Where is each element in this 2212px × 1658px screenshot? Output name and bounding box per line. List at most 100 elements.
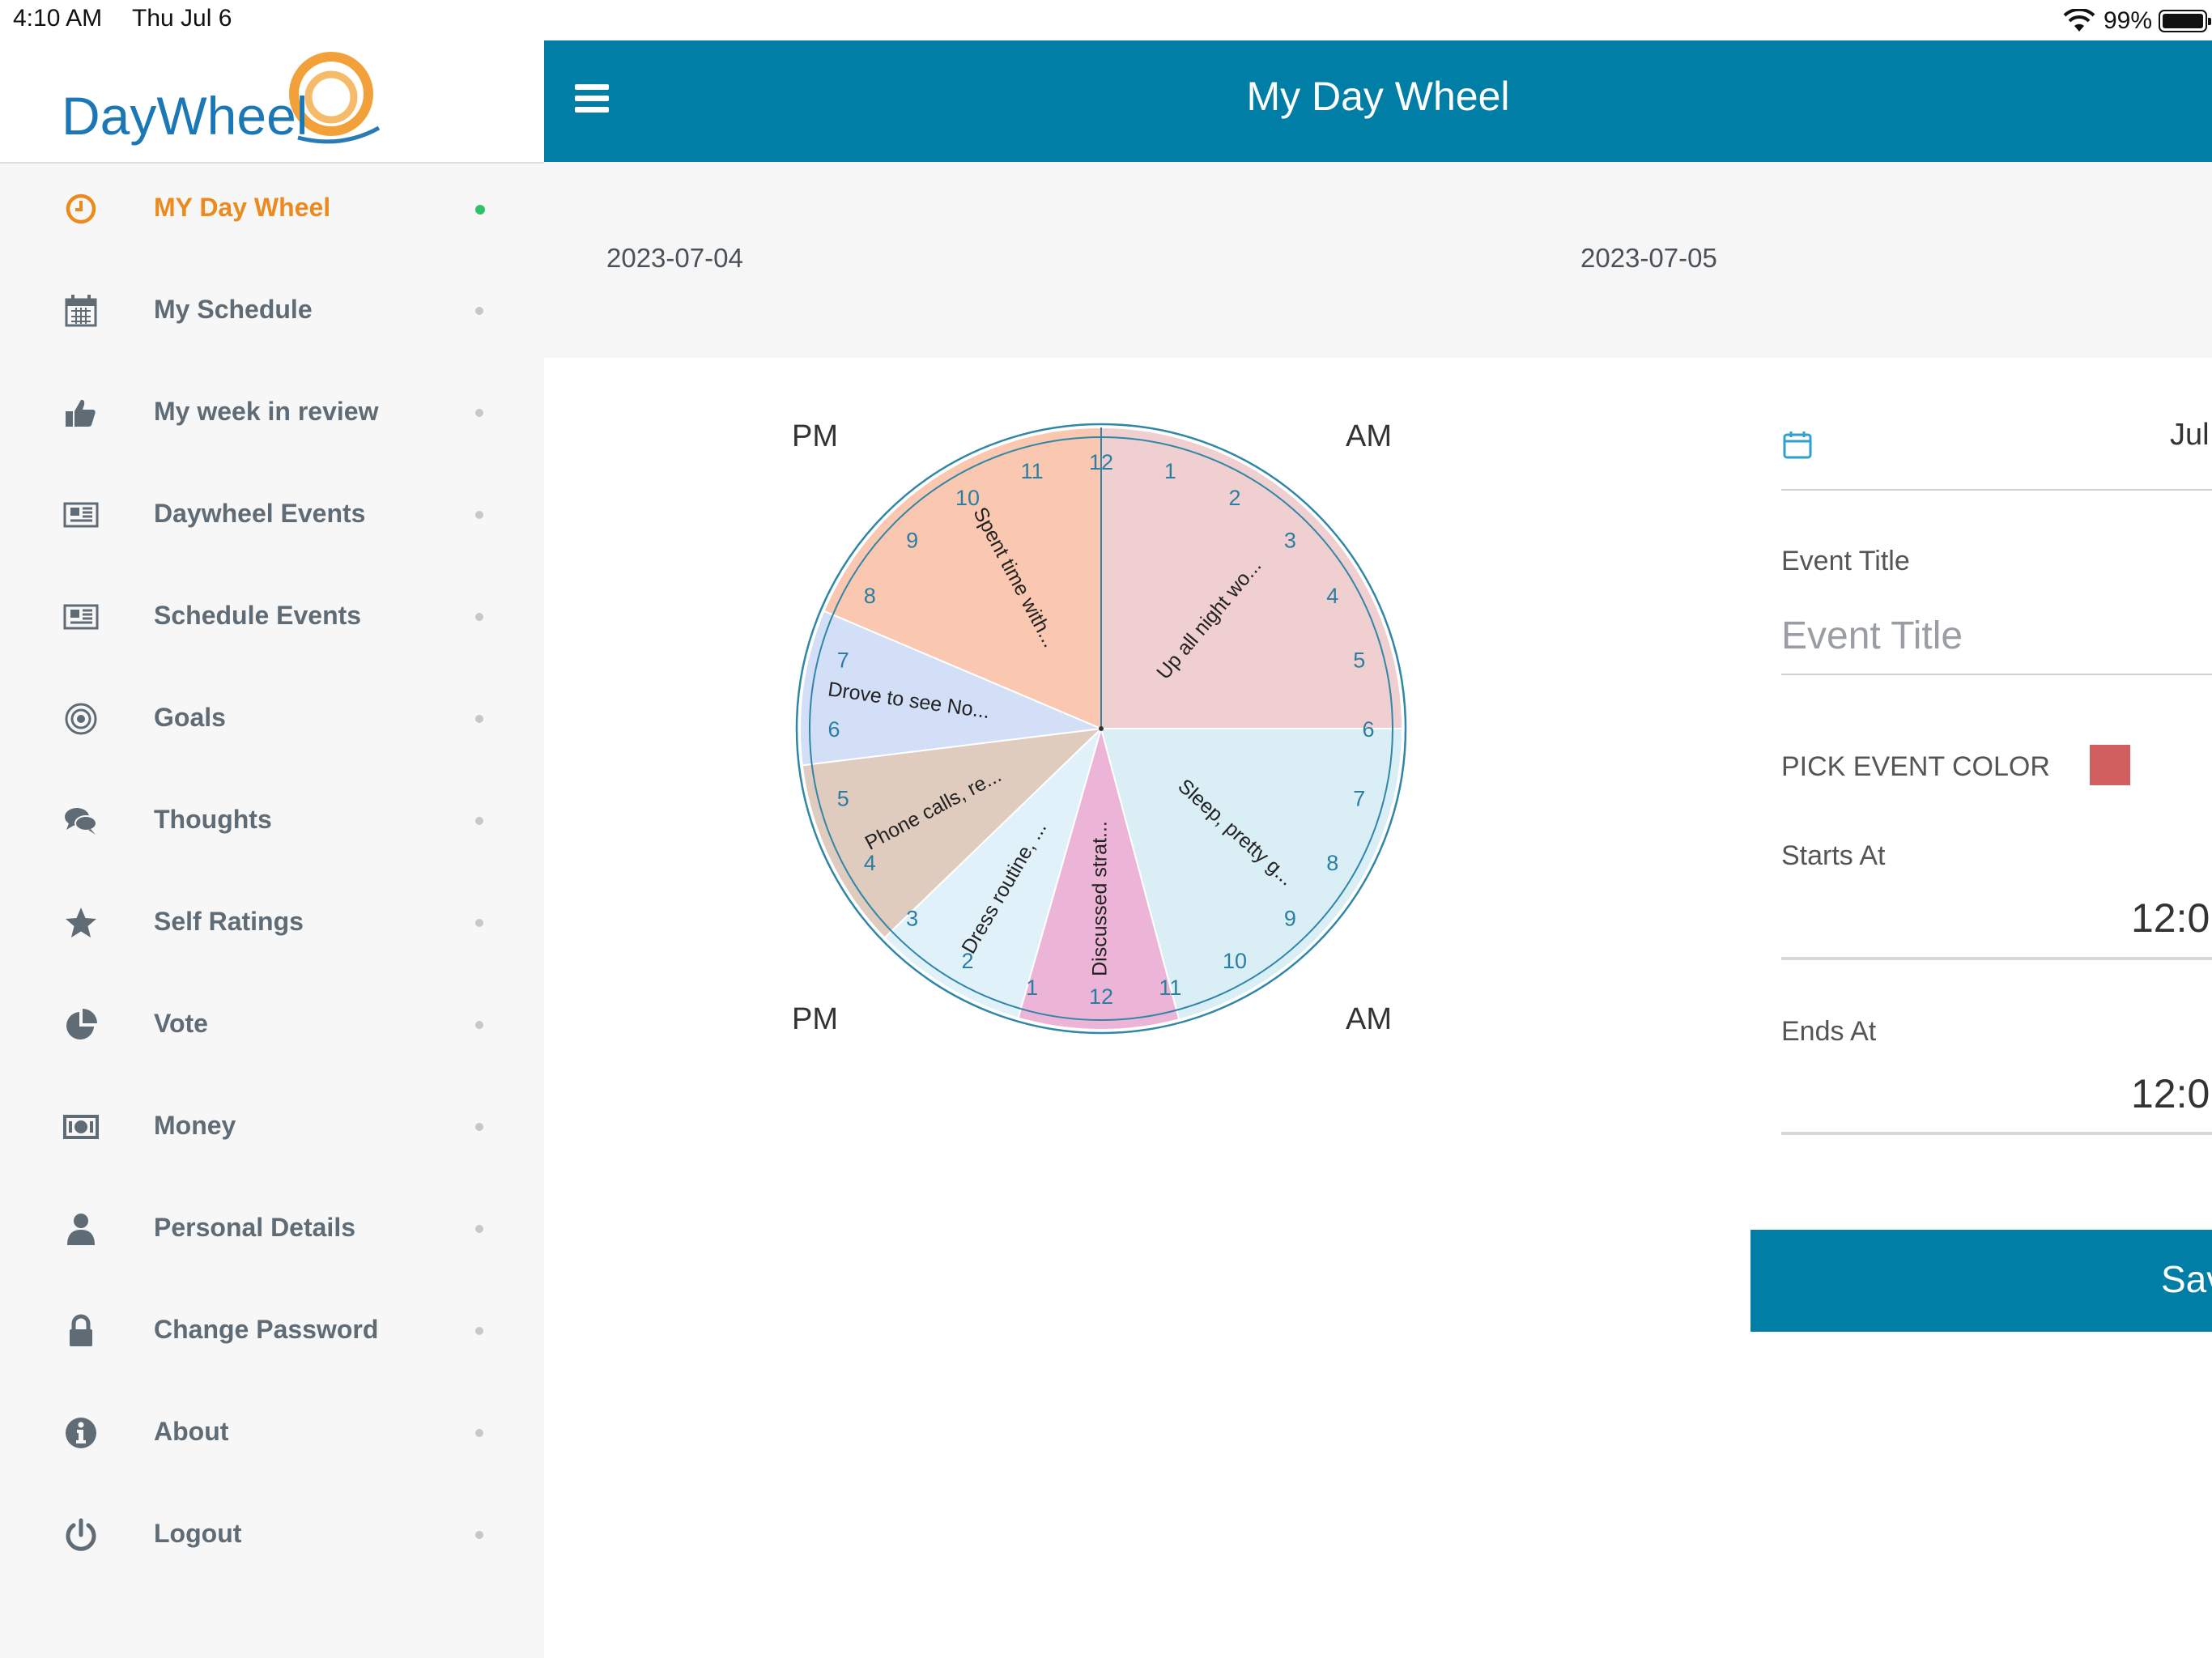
sidebar-item-label: Goals — [154, 703, 226, 732]
wheel-hour-pm: 6 — [827, 717, 840, 742]
pick-color-label: PICK EVENT COLOR — [1781, 751, 2050, 782]
day-wheel: PM AM PM AM 12 1 2 3 4 5 6 7 8 9 10 11 12 1 2 3 4 5 6 7 8 9 10… — [769, 389, 1433, 1069]
sidebar-item-label: Vote — [154, 1009, 208, 1038]
status-time: 4:10 AM — [13, 5, 103, 32]
wheel-hour-am: 8 — [1326, 851, 1338, 875]
clock-icon — [60, 190, 102, 227]
brand-header: DayWheel — [0, 40, 544, 164]
sidebar-item-change-password[interactable]: Change Password — [0, 1286, 544, 1375]
status-bar: 4:10 AM Thu Jul 6 99% — [0, 0, 2212, 40]
sidebar: DayWheel MY Day Wheel My Schedule My wee… — [0, 40, 544, 1658]
divider — [1781, 957, 2212, 960]
sidebar-item-label: Daywheel Events — [154, 499, 366, 528]
lock-icon — [60, 1312, 102, 1350]
sidebar-item-label: Self Ratings — [154, 907, 304, 936]
ends-at-value[interactable]: 12:0 — [2131, 1071, 2210, 1116]
starts-at-label: Starts At — [1781, 840, 1886, 871]
wheel-segment — [1100, 728, 1404, 1021]
wheel-hour-pm: 1 — [1026, 976, 1038, 1000]
wheel-center-dot — [1099, 726, 1104, 731]
sidebar-item-goals[interactable]: Goals — [0, 674, 544, 763]
wheel-hour-am: 2 — [1228, 486, 1240, 510]
event-form: Jul Event Title PICK EVENT COLOR Starts … — [1781, 405, 2212, 1376]
wheel-hour-am: 1 — [1164, 459, 1176, 483]
sidebar-item-vote[interactable]: Vote — [0, 980, 544, 1069]
sidebar-item-label: Schedule Events — [154, 601, 362, 630]
wheel-hour-am: 3 — [1284, 529, 1296, 553]
nav-dot — [475, 1021, 483, 1029]
event-color-swatch[interactable] — [2090, 745, 2130, 785]
wheel-hour-am: 9 — [1284, 906, 1296, 930]
star-icon — [60, 904, 102, 942]
event-title-label: Event Title — [1781, 546, 1910, 576]
sidebar-item-self-ratings[interactable]: Self Ratings — [0, 878, 544, 967]
active-indicator — [475, 205, 485, 215]
wifi-icon — [2063, 9, 2095, 32]
sidebar-item-logout[interactable]: Logout — [0, 1490, 544, 1579]
wheel-hour-am: 12 — [1089, 450, 1113, 474]
wheel-segment — [823, 426, 1102, 730]
pm-label-top: PM — [792, 419, 838, 453]
wheel-hour-pm: 11 — [1021, 459, 1044, 483]
date-tabs: 2023-07-04 2023-07-05 — [544, 162, 2212, 358]
sidebar-item-my-day-wheel[interactable]: MY Day Wheel — [0, 164, 544, 253]
date-tab-previous[interactable]: 2023-07-04 — [606, 243, 743, 273]
sidebar-item-label: Money — [154, 1111, 236, 1140]
sidebar-item-about[interactable]: About — [0, 1388, 544, 1477]
user-icon — [60, 1210, 102, 1248]
power-icon — [60, 1516, 102, 1554]
wheel-segment — [1100, 426, 1404, 729]
sidebar-item-label: My week in review — [154, 397, 379, 426]
event-date-value[interactable]: Jul — [2170, 418, 2210, 452]
daywheel-logo[interactable]: DayWheel — [62, 47, 385, 160]
nav-dot — [475, 409, 483, 417]
sidebar-item-personal-details[interactable]: Personal Details — [0, 1184, 544, 1273]
sidebar-item-schedule-events[interactable]: Schedule Events — [0, 572, 544, 661]
starts-at-value[interactable]: 12:0 — [2131, 895, 2210, 941]
sidebar-item-label: Thoughts — [154, 805, 272, 834]
hamburger-menu-icon[interactable] — [572, 78, 617, 123]
sidebar-item-my-week-in-review[interactable]: My week in review — [0, 368, 544, 457]
wheel-outer-ring — [795, 423, 1407, 1035]
sidebar-item-thoughts[interactable]: Thoughts — [0, 776, 544, 865]
sidebar-item-label: Change Password — [154, 1315, 379, 1344]
wheel-hour-pm: 4 — [864, 851, 876, 875]
sidebar-item-daywheel-events[interactable]: Daywheel Events — [0, 470, 544, 559]
wheel-hour-pm: 10 — [955, 486, 980, 510]
calendar-icon — [60, 292, 102, 329]
calendar-icon[interactable] — [1781, 429, 1814, 461]
sidebar-item-my-schedule[interactable]: My Schedule — [0, 266, 544, 355]
wheel-hour-pm: 3 — [906, 906, 918, 930]
wheel-hour-am: 4 — [1326, 584, 1338, 608]
nav-dot — [475, 1531, 483, 1539]
status-indicators: 99% — [2063, 5, 2212, 37]
nav-dot — [475, 613, 483, 621]
wheel-hour-am: 5 — [1353, 648, 1365, 673]
save-button[interactable]: Sav — [1750, 1230, 2212, 1332]
sidebar-item-label: My Schedule — [154, 295, 313, 324]
nav-dot — [475, 1123, 483, 1131]
wheel-segment — [883, 725, 1103, 1019]
wheel-hour-pm: 9 — [906, 529, 918, 553]
thumbs-up-icon — [60, 394, 102, 432]
divider — [1781, 674, 2212, 675]
sidebar-item-label: Personal Details — [154, 1213, 355, 1242]
nav-dot — [475, 715, 483, 723]
nav-dot — [475, 1327, 483, 1335]
wheel-hour-am: 7 — [1353, 786, 1365, 810]
pm-label-bottom: PM — [792, 1002, 838, 1036]
logo-text: DayWheel — [62, 86, 308, 146]
event-title-input[interactable] — [1781, 607, 2212, 664]
battery-icon — [2159, 10, 2211, 32]
wheel-hour-pm: 5 — [837, 786, 849, 810]
pie-chart-icon — [60, 1006, 102, 1044]
divider — [1781, 489, 2212, 491]
nav-dot — [475, 1225, 483, 1233]
nav-dot — [475, 307, 483, 315]
sidebar-item-money[interactable]: Money — [0, 1082, 544, 1171]
date-tab-current[interactable]: 2023-07-05 — [1580, 243, 1717, 273]
nav-dot — [475, 511, 483, 519]
wheel-hour-pm: 8 — [864, 584, 876, 608]
am-label-bottom: AM — [1346, 1002, 1392, 1036]
